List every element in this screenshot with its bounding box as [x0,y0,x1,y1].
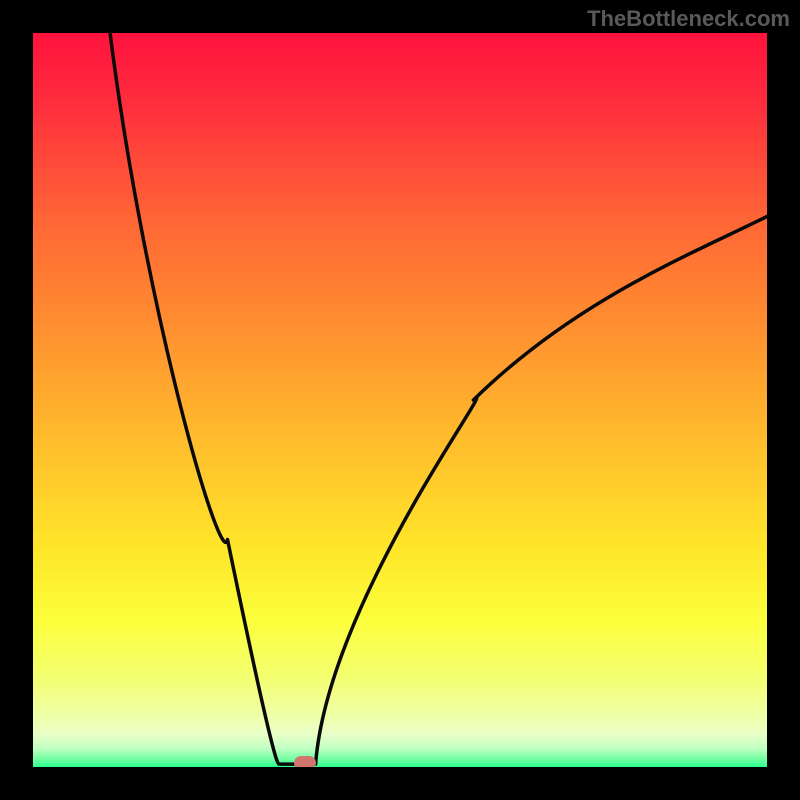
chart-container: TheBottleneck.com [0,0,800,800]
watermark-text: TheBottleneck.com [587,6,790,32]
plot-frame [33,33,767,767]
bottleneck-curve [33,33,767,767]
optimal-point-marker [294,756,316,767]
